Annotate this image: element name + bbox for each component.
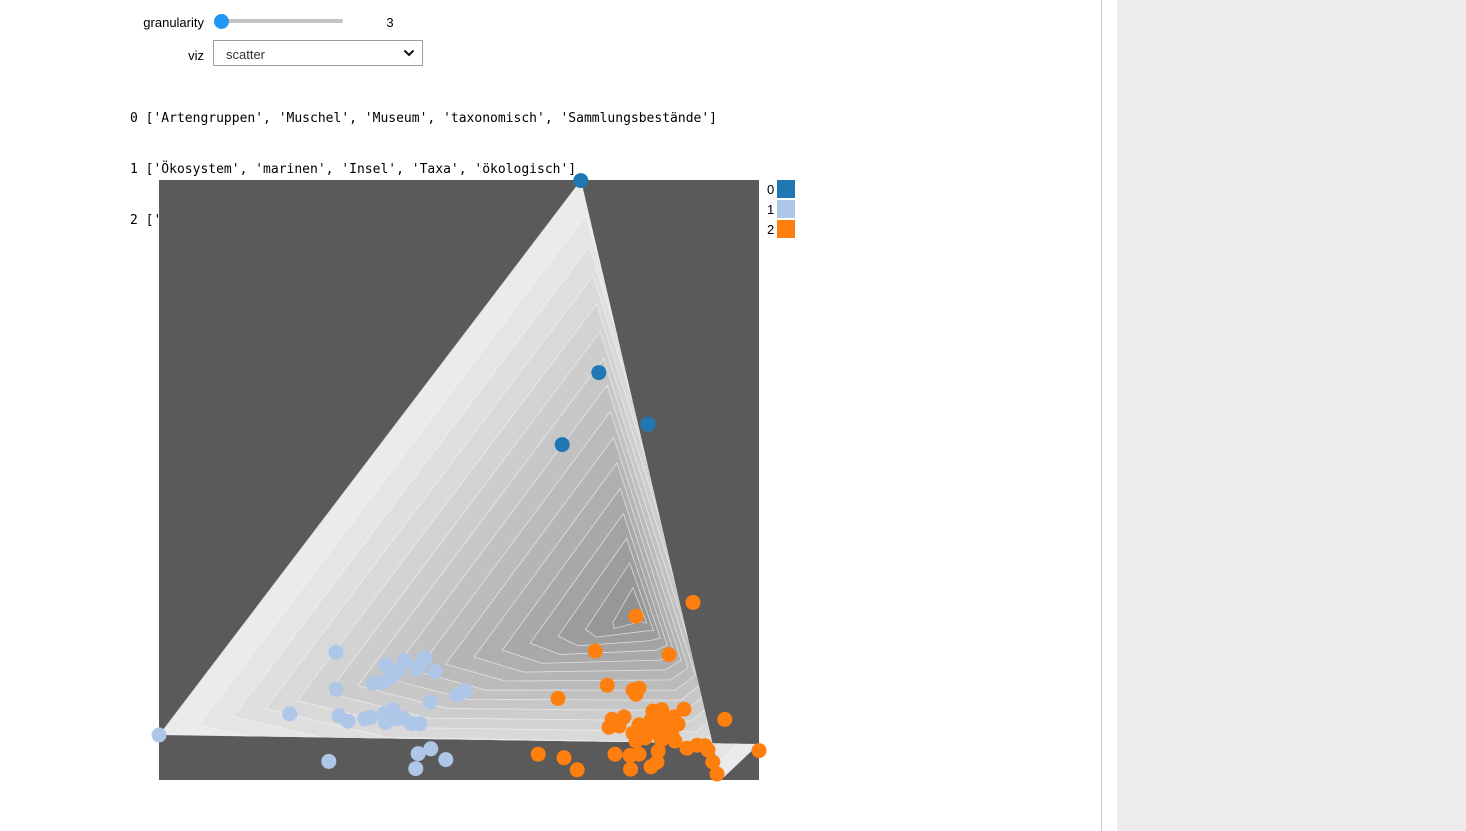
density-contours bbox=[159, 180, 759, 780]
viz-dropdown[interactable]: scatter bbox=[213, 40, 423, 66]
scatter-point-topic-2 bbox=[623, 761, 639, 777]
scatter-point-topic-1 bbox=[378, 657, 394, 673]
scatter-point-topic-1 bbox=[151, 727, 167, 743]
topic-line-0: 0 ['Artengruppen', 'Muschel', 'Museum', … bbox=[130, 111, 717, 126]
scatter-point-topic-1 bbox=[340, 713, 356, 729]
legend: 0 1 2 bbox=[767, 180, 795, 238]
scatter-point-topic-0 bbox=[554, 437, 570, 453]
scatter-point-topic-2 bbox=[643, 759, 659, 775]
scatter-point-topic-1 bbox=[375, 674, 391, 690]
scatter-point-topic-1 bbox=[449, 687, 465, 703]
scatter-point-topic-2 bbox=[751, 743, 767, 759]
scatter-point-topic-2 bbox=[685, 594, 701, 610]
scatter-point-topic-1 bbox=[422, 694, 438, 710]
slider-track[interactable] bbox=[221, 19, 343, 23]
viz-label: viz bbox=[188, 48, 204, 63]
notebook-output-area: granularity 3 viz scatter 0 ['Artengrupp… bbox=[130, 14, 795, 782]
scatter-points bbox=[151, 173, 767, 782]
legend-label-0: 0 bbox=[767, 182, 774, 197]
scatter-point-topic-1 bbox=[362, 710, 378, 726]
scatter-point-topic-2 bbox=[631, 746, 647, 762]
scatter-point-topic-2 bbox=[700, 742, 716, 758]
scatter-point-topic-1 bbox=[397, 653, 413, 669]
scatter-point-topic-1 bbox=[438, 752, 454, 768]
scatter-point-topic-0 bbox=[591, 365, 607, 381]
panel-divider[interactable] bbox=[1101, 0, 1102, 831]
scatter-point-topic-2 bbox=[705, 754, 721, 770]
topic-scatter-chart: 0 1 2 bbox=[151, 173, 795, 782]
scatter-point-topic-2 bbox=[599, 677, 615, 693]
granularity-value: 3 bbox=[386, 15, 394, 30]
scatter-point-topic-1 bbox=[408, 662, 424, 678]
scatter-point-topic-2 bbox=[550, 690, 566, 706]
scatter-point-topic-2 bbox=[611, 718, 627, 734]
scatter-point-topic-1 bbox=[427, 663, 443, 679]
legend-swatch-1 bbox=[777, 200, 795, 218]
scatter-point-topic-1 bbox=[321, 753, 337, 769]
side-panel bbox=[1117, 0, 1466, 831]
scatter-point-topic-1 bbox=[408, 761, 424, 777]
chevron-down-icon bbox=[403, 49, 415, 57]
scatter-point-topic-1 bbox=[423, 741, 439, 757]
scatter-point-topic-0 bbox=[573, 173, 589, 189]
legend-label-2: 2 bbox=[767, 222, 774, 237]
scatter-point-topic-0 bbox=[640, 416, 656, 432]
scatter-point-topic-2 bbox=[530, 746, 546, 762]
scatter-point-topic-2 bbox=[569, 762, 585, 778]
scatter-point-topic-2 bbox=[628, 608, 644, 624]
scatter-point-topic-2 bbox=[607, 746, 623, 762]
scatter-point-topic-1 bbox=[328, 644, 344, 660]
scatter-point-topic-1 bbox=[381, 711, 397, 727]
scatter-point-topic-2 bbox=[717, 711, 733, 727]
scatter-point-topic-2 bbox=[653, 732, 669, 748]
scatter-point-topic-2 bbox=[637, 730, 653, 746]
scatter-point-topic-2 bbox=[628, 686, 644, 702]
scatter-point-topic-1 bbox=[282, 706, 298, 722]
topic-line-1: 1 ['Ökosystem', 'marinen', 'Insel', 'Tax… bbox=[130, 162, 577, 177]
scatter-point-topic-2 bbox=[587, 643, 603, 659]
scatter-point-topic-2 bbox=[556, 750, 572, 766]
scatter-point-topic-2 bbox=[709, 766, 725, 782]
panel-gutter bbox=[1102, 0, 1117, 831]
scatter-point-topic-2 bbox=[661, 647, 677, 663]
legend-label-1: 1 bbox=[767, 202, 774, 217]
granularity-label: granularity bbox=[143, 15, 204, 30]
legend-swatch-2 bbox=[777, 220, 795, 238]
legend-swatch-0 bbox=[777, 180, 795, 198]
scatter-point-topic-1 bbox=[328, 681, 344, 697]
scatter-point-topic-1 bbox=[412, 716, 428, 732]
scatter-point-topic-2 bbox=[679, 740, 695, 756]
scatter-point-topic-2 bbox=[667, 733, 683, 749]
scatter-point-topic-1 bbox=[410, 746, 426, 762]
slider-handle[interactable] bbox=[214, 14, 229, 29]
scatter-point-topic-2 bbox=[676, 701, 692, 717]
viz-selected-value: scatter bbox=[226, 47, 266, 62]
